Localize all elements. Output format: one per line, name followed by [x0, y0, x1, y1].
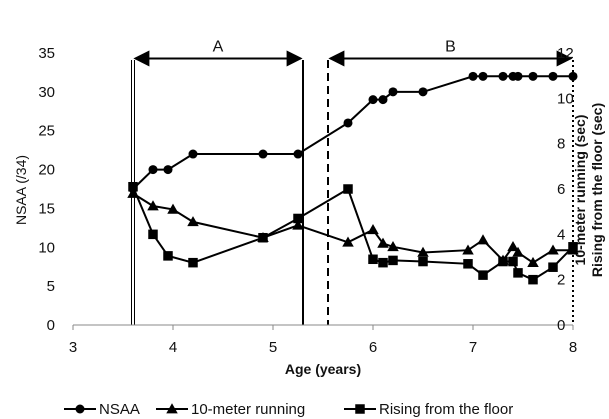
data-point-nsaa: [568, 71, 578, 81]
data-point-rising-from-the-floor: [478, 270, 488, 280]
x-tick-label: 7: [469, 339, 477, 356]
y-left-tick-label: 5: [47, 278, 55, 295]
data-point-10-meter-running: [547, 244, 559, 255]
legend-item-10-meter-running: 10-meter running: [156, 401, 305, 418]
data-point-10-meter-running: [147, 200, 159, 211]
data-point-nsaa: [378, 95, 388, 105]
x-tick-label: 4: [169, 339, 177, 356]
data-point-10-meter-running: [507, 241, 519, 252]
data-point-nsaa: [388, 87, 398, 97]
y-right-tick-label: 0: [557, 317, 565, 334]
legend-label: Rising from the floor: [379, 401, 513, 418]
data-point-rising-from-the-floor: [568, 242, 578, 252]
data-point-nsaa: [163, 165, 173, 175]
data-point-10-meter-running: [387, 241, 399, 252]
data-point-nsaa: [343, 118, 353, 128]
data-point-rising-from-the-floor: [418, 256, 428, 267]
data-point-nsaa: [478, 71, 488, 81]
legend-marker: [355, 404, 365, 414]
data-point-10-meter-running: [477, 234, 489, 245]
data-point-nsaa: [468, 71, 478, 81]
y-left-tick-label: 25: [38, 123, 55, 140]
data-point-rising-from-the-floor: [368, 254, 378, 265]
y-right-tick-label: 12: [557, 45, 574, 62]
data-point-10-meter-running: [167, 203, 179, 214]
region-label-a: A: [213, 38, 224, 55]
data-point-nsaa: [148, 165, 158, 175]
data-point-rising-from-the-floor: [513, 268, 523, 278]
y-left-tick-label: 30: [38, 84, 55, 101]
y-right-tick-label: 6: [557, 181, 565, 198]
data-point-rising-from-the-floor: [188, 257, 198, 268]
legend-item-nsaa: NSAA: [64, 401, 140, 418]
y-left-tick-label: 35: [38, 45, 55, 62]
data-point-nsaa: [293, 149, 303, 159]
data-point-rising-from-the-floor: [258, 232, 268, 243]
series-10-meter-running: [127, 187, 579, 267]
legend-label: NSAA: [99, 401, 140, 418]
y-right-tick-label: 4: [557, 226, 565, 243]
data-point-nsaa: [258, 149, 268, 159]
data-point-nsaa: [188, 149, 198, 159]
data-point-rising-from-the-floor: [128, 181, 138, 192]
legend-marker: [75, 404, 85, 414]
y-right-axis-label-rising: Rising from the floor (sec): [589, 103, 605, 277]
data-point-10-meter-running: [462, 244, 474, 255]
legend-item-rising-from-the-floor: Rising from the floor: [344, 401, 513, 418]
x-ticks: 3 4 5 6 7 8: [69, 325, 577, 356]
data-point-rising-from-the-floor: [163, 251, 173, 261]
x-tick-label: 5: [269, 339, 277, 356]
data-point-10-meter-running: [417, 246, 429, 257]
x-tick-label: 3: [69, 339, 77, 356]
data-point-rising-from-the-floor: [498, 256, 508, 267]
series-line-nsaa: [132, 75, 573, 190]
region-label-b: B: [445, 38, 456, 55]
data-point-nsaa: [418, 87, 428, 97]
legend-marker: [166, 403, 178, 414]
data-point-rising-from-the-floor: [148, 229, 158, 240]
data-point-nsaa: [513, 71, 523, 81]
x-tick-label: 8: [569, 339, 577, 356]
data-point-10-meter-running: [292, 219, 304, 230]
y-right-tick-label: 10: [557, 90, 574, 107]
x-tick-label: 6: [369, 339, 377, 356]
data-point-rising-from-the-floor: [508, 256, 518, 267]
y-left-ticks: 0 5 10 15 20 25 30 35: [38, 45, 55, 334]
y-left-tick-label: 15: [38, 200, 55, 217]
axes: 3 4 5 6 7 8 0 5 10 15 20 25 30 35 0 2 4 6 8 10 12 Age (yea…: [13, 45, 605, 377]
data-point-10-meter-running: [187, 216, 199, 227]
legend-label: 10-meter running: [191, 401, 305, 418]
data-point-10-meter-running: [377, 237, 389, 248]
series-layer: [127, 71, 579, 285]
data-point-10-meter-running: [512, 246, 524, 257]
y-left-axis-label: NSAA (/34): [13, 155, 29, 225]
legend: NSAA 10-meter running Rising from the floo…: [64, 401, 513, 418]
data-point-nsaa: [368, 95, 378, 105]
y-right-axis-label-running: 10-meter running (sec): [572, 115, 588, 266]
data-point-rising-from-the-floor: [378, 257, 388, 268]
data-point-rising-from-the-floor: [293, 213, 303, 224]
data-point-rising-from-the-floor: [528, 274, 538, 285]
data-point-10-meter-running: [342, 236, 354, 247]
data-point-rising-from-the-floor: [343, 184, 353, 194]
series-nsaa: [128, 71, 578, 194]
data-point-nsaa: [498, 71, 508, 81]
y-right-tick-label: 8: [557, 136, 565, 153]
y-left-tick-label: 10: [38, 239, 55, 256]
y-left-tick-label: 20: [38, 162, 55, 179]
data-point-rising-from-the-floor: [548, 262, 558, 272]
data-point-10-meter-running: [527, 256, 539, 267]
y-right-tick-label: 2: [557, 272, 565, 289]
series-rising-from-the-floor: [128, 181, 578, 285]
x-axis-label: Age (years): [285, 361, 361, 377]
y-left-tick-label: 0: [47, 317, 55, 334]
y-right-ticks: 0 2 4 6 8 10 12: [557, 45, 574, 334]
data-point-rising-from-the-floor: [388, 255, 398, 266]
data-point-nsaa: [548, 71, 558, 81]
data-point-rising-from-the-floor: [463, 259, 473, 269]
data-point-10-meter-running: [367, 224, 379, 235]
data-point-nsaa: [528, 71, 538, 81]
